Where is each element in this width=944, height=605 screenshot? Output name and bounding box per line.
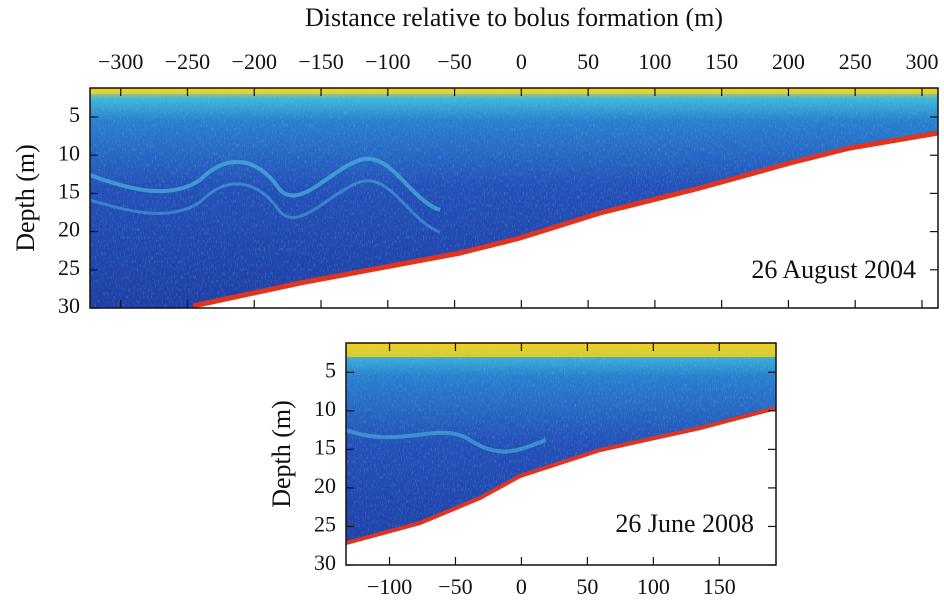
x-tick-label: −300 <box>98 49 143 74</box>
x-tick-label: −200 <box>232 49 277 74</box>
echogram-image <box>345 343 777 565</box>
x-tick-label: −100 <box>367 574 412 599</box>
annotation: 26 June 2008 <box>615 509 754 538</box>
x-tick-label: 100 <box>637 574 670 599</box>
y-tick-label: 15 <box>314 434 336 459</box>
x-tick-label: −150 <box>298 49 343 74</box>
y-tick-label: 30 <box>58 293 80 318</box>
y-tick-label: 30 <box>314 550 336 575</box>
plot-frame <box>345 342 777 566</box>
x-tick-label: 150 <box>705 49 738 74</box>
y-tick-label: 5 <box>325 357 336 382</box>
y-tick-label: 25 <box>58 255 80 280</box>
x-axis-label: Distance relative to bolus formation (m) <box>305 3 723 32</box>
y-tick-label: 20 <box>58 217 80 242</box>
y-axis-label: Depth (m) <box>267 400 296 508</box>
y-tick-label: 10 <box>314 396 336 421</box>
x-tick-label: 300 <box>905 49 938 74</box>
x-tick-label: 0 <box>516 574 527 599</box>
echogram-image <box>89 88 939 309</box>
y-axis-label: Depth (m) <box>11 144 40 252</box>
plot-frame <box>89 87 939 309</box>
x-tick-label: −100 <box>365 49 410 74</box>
x-tick-label: −250 <box>165 49 210 74</box>
y-tick-label: 25 <box>314 512 336 537</box>
x-tick-label: 100 <box>638 49 671 74</box>
y-tick-label: 20 <box>314 473 336 498</box>
annotation: 26 August 2004 <box>751 255 916 284</box>
x-tick-label: 50 <box>577 49 599 74</box>
x-tick-label: 250 <box>839 49 872 74</box>
x-tick-label: −50 <box>437 49 471 74</box>
x-tick-label: 50 <box>576 574 598 599</box>
x-tick-label: 150 <box>703 574 736 599</box>
x-tick-label: 0 <box>516 49 527 74</box>
x-tick-label: −50 <box>438 574 472 599</box>
x-tick-label: 200 <box>772 49 805 74</box>
y-tick-label: 15 <box>58 178 80 203</box>
y-tick-label: 5 <box>69 102 80 127</box>
y-tick-label: 10 <box>58 140 80 165</box>
